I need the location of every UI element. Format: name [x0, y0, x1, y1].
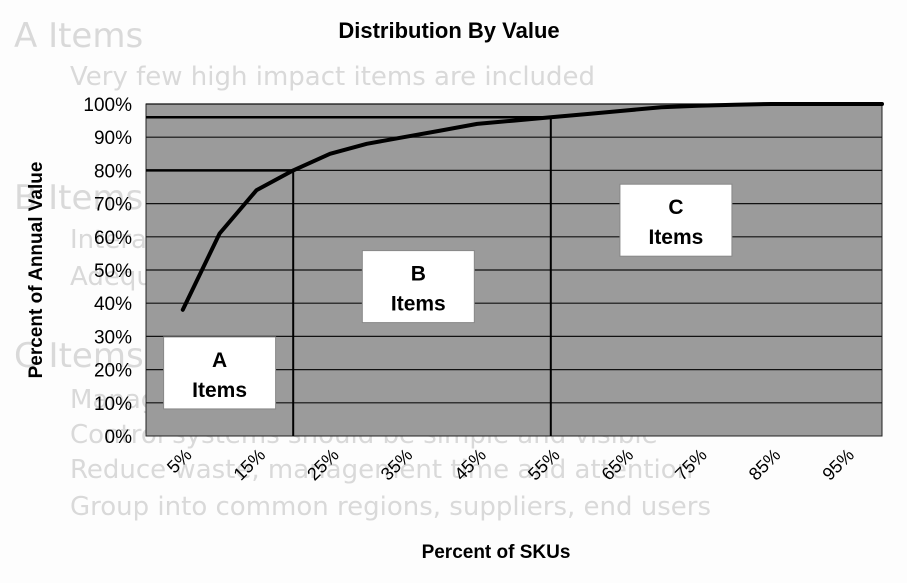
annotation-label: Items [192, 379, 247, 402]
y-tick-label: 30% [94, 327, 132, 348]
x-tick-label: 25% [303, 445, 343, 485]
y-tick-label: 0% [105, 427, 133, 448]
x-tick-label: 85% [745, 445, 785, 485]
plot-area: A Items B Items C Items [145, 102, 884, 437]
y-tick-label: 20% [94, 361, 132, 382]
x-tick-label: 75% [671, 445, 711, 485]
x-tick-label: 65% [598, 445, 638, 485]
annotation-label: C [668, 196, 683, 219]
y-tick-label: 90% [94, 128, 132, 149]
x-tick-label: 95% [818, 445, 858, 485]
annotation-label: Items [648, 226, 703, 249]
chart-title: Distribution By Value [338, 18, 559, 43]
x-tick-label: 5% [163, 445, 196, 478]
annotation-box [361, 250, 475, 324]
annotation-label: A [212, 349, 227, 372]
y-tick-label: 40% [94, 294, 132, 315]
y-tick-label: 80% [94, 161, 132, 182]
x-axis-title: Percent of SKUs [422, 542, 571, 563]
annotation-box [619, 183, 733, 257]
x-tick-label: 45% [450, 445, 490, 485]
x-tick-label: 35% [377, 445, 417, 485]
y-tick-label: 10% [94, 394, 132, 415]
annotation-label: B [411, 263, 426, 286]
x-tick-label: 55% [524, 445, 564, 485]
y-tick-label: 70% [94, 195, 132, 216]
annotation-box [163, 336, 277, 410]
annotation-label: Items [391, 293, 446, 316]
y-axis-title: Percent of Annual Value [26, 162, 47, 379]
y-tick-label: 50% [94, 261, 132, 282]
y-tick-label: 100% [83, 95, 132, 116]
cumulative-value-line [180, 102, 884, 312]
y-tick-label: 60% [94, 228, 132, 249]
x-tick-label: 15% [230, 445, 270, 485]
